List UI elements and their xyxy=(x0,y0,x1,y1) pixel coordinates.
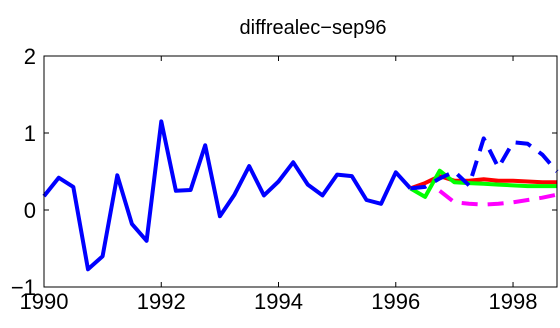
y-tick-label: 2 xyxy=(24,44,36,69)
x-tick-label: 1990 xyxy=(20,289,69,314)
x-tick-label: 1998 xyxy=(489,289,538,314)
plot-area-border xyxy=(43,55,558,288)
x-tick-label: 1992 xyxy=(137,289,186,314)
series-layer xyxy=(42,119,559,272)
y-tick-label: −1 xyxy=(11,275,36,300)
series-line-1 xyxy=(42,119,412,272)
x-tick-label: 1996 xyxy=(371,289,420,314)
axis-ticks: 1990 1992 1994 1996 1998 −1 0 1 2 xyxy=(11,44,557,314)
series-line-5 xyxy=(410,136,559,191)
chart-title: diffrealec−sep96 xyxy=(240,17,387,39)
y-tick-label: 1 xyxy=(24,121,36,146)
x-tick-label: 1994 xyxy=(254,289,303,314)
y-tick-label: 0 xyxy=(24,198,36,223)
plot-frame xyxy=(43,55,558,288)
series-line-4 xyxy=(438,189,558,207)
